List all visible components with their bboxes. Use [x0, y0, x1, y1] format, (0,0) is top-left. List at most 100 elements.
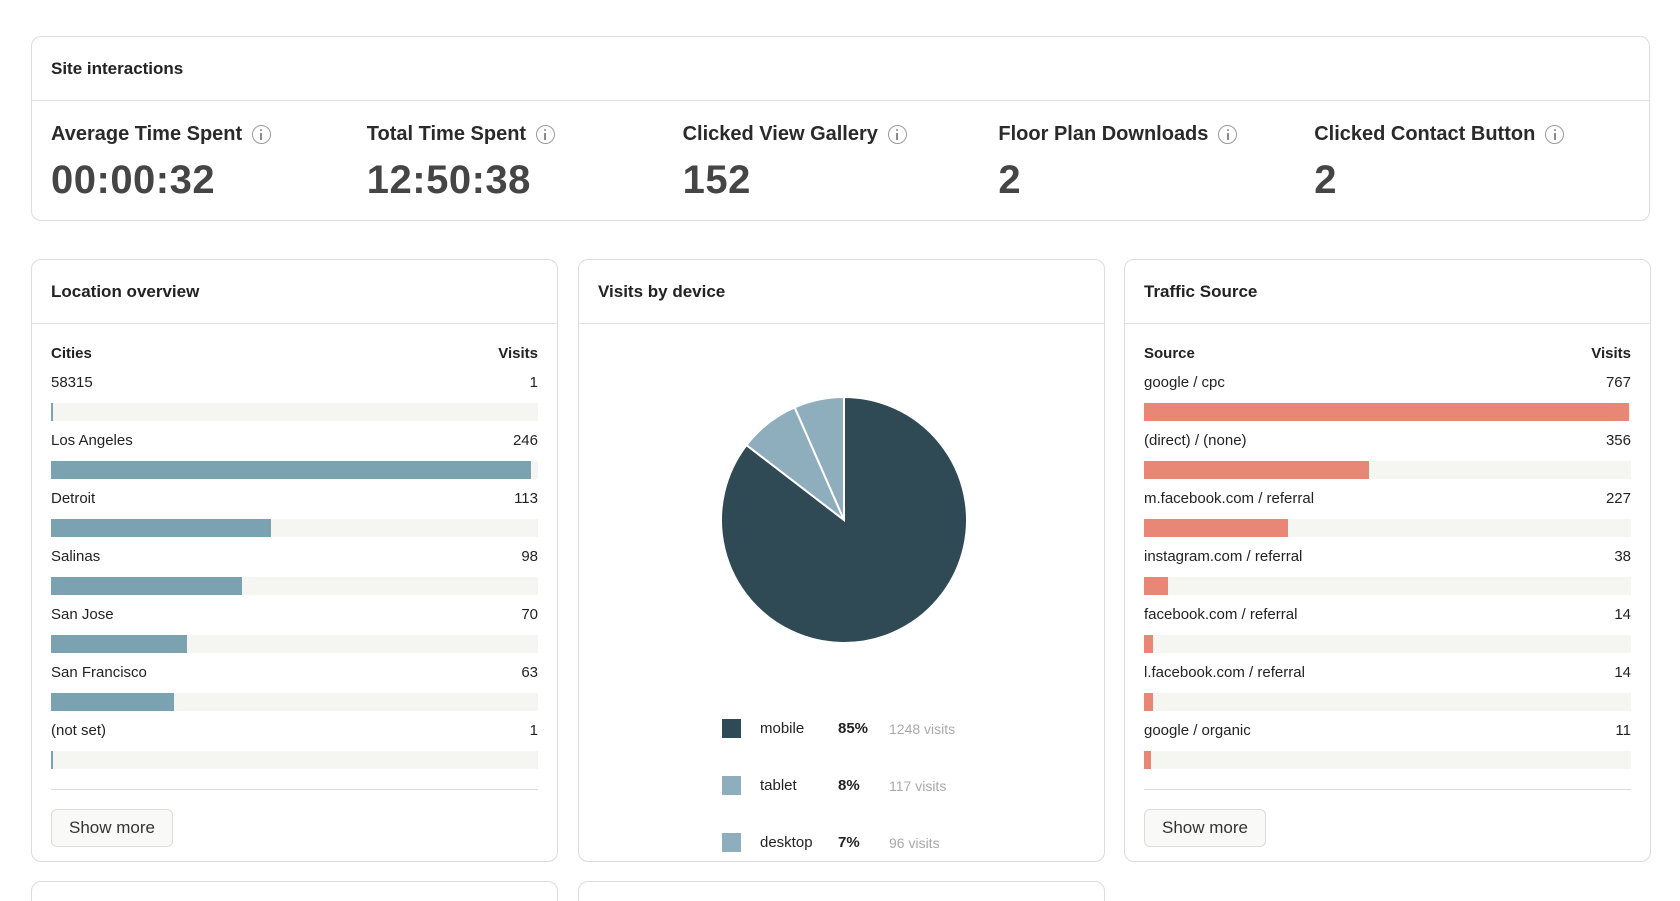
location-overview-card: Location overview Cities Visits 58315 1 Lo…: [31, 259, 558, 862]
city-bar-fill: [51, 693, 174, 711]
city-bar-fill: [51, 519, 272, 537]
traffic-list: Source Visits google / cpc 767 (direct) / …: [1125, 324, 1650, 769]
city-bar-fill: [51, 461, 531, 479]
city-name: San Jose: [51, 605, 114, 623]
city-bar-track: [51, 577, 538, 595]
source-visits: 767: [1605, 373, 1631, 391]
column-header-cities: Cities: [51, 344, 92, 362]
source-name: google / organic: [1144, 721, 1251, 739]
city-bar-fill: [51, 403, 53, 421]
source-name: (direct) / (none): [1144, 431, 1247, 449]
legend-name: desktop: [760, 834, 813, 851]
source-visits: 356: [1605, 431, 1631, 449]
legend-visits: 96 visits: [889, 834, 940, 851]
city-name: Detroit: [51, 489, 96, 507]
source-bar-fill: [1144, 577, 1169, 595]
source-bar-fill: [1144, 635, 1153, 653]
source-name: facebook.com / referral: [1144, 605, 1298, 623]
source-bar-track: [1144, 577, 1631, 595]
source-bar-track: [1144, 403, 1631, 421]
source-row: (direct) / (none) 356: [1144, 430, 1631, 479]
city-bar-fill: [51, 635, 188, 653]
city-row: (not set) 1: [51, 720, 538, 769]
source-bar-track: [1144, 693, 1631, 711]
source-row: google / cpc 767: [1144, 372, 1631, 421]
divider: [51, 789, 538, 790]
source-name: m.facebook.com / referral: [1144, 489, 1315, 507]
city-visits: 70: [521, 605, 538, 623]
city-name: Salinas: [51, 547, 101, 565]
device-pie-chart: [720, 395, 968, 644]
location-list: Cities Visits 58315 1 Los Angeles 246 Detroi…: [32, 324, 557, 769]
location-show-more-button[interactable]: Show more: [51, 809, 173, 847]
info-icon[interactable]: [887, 125, 907, 144]
metric-value: 12:50:38: [366, 158, 531, 202]
info-icon[interactable]: [536, 125, 556, 144]
source-bar-fill: [1144, 693, 1153, 711]
metric-value: 2: [998, 158, 1022, 202]
legend-percent: 85%: [838, 720, 869, 737]
source-name: l.facebook.com / referral: [1144, 663, 1305, 681]
metric-label: Average Time Spent: [51, 123, 243, 145]
info-icon[interactable]: [252, 125, 272, 144]
city-name: 58315: [51, 373, 93, 391]
traffic-list-header: Source Visits: [1144, 343, 1631, 363]
partial-card: [578, 881, 1105, 901]
source-bar-track: [1144, 519, 1631, 537]
city-row: 58315 1: [51, 372, 538, 421]
legend-percent: 8%: [838, 777, 860, 794]
legend-visits: 1248 visits: [889, 720, 956, 737]
metric-clicked-contact-button: Clicked Contact Button 2: [1314, 101, 1630, 203]
source-bar-fill: [1144, 461, 1370, 479]
city-row: Los Angeles 246: [51, 430, 538, 479]
column-header-source: Source: [1144, 344, 1195, 362]
city-row: San Francisco 63: [51, 662, 538, 711]
source-row: facebook.com / referral 14: [1144, 604, 1631, 653]
source-visits: 38: [1614, 547, 1631, 565]
source-row: instagram.com / referral 38: [1144, 546, 1631, 595]
city-name: San Francisco: [51, 663, 147, 681]
source-bar-fill: [1144, 519, 1288, 537]
legend-visits: 117 visits: [889, 777, 947, 794]
location-overview-title: Location overview: [32, 260, 557, 324]
city-visits: 1: [529, 373, 538, 391]
legend-name: mobile: [760, 720, 805, 737]
metric-label: Clicked View Gallery: [682, 123, 878, 145]
traffic-show-more-button[interactable]: Show more: [1144, 809, 1266, 847]
source-row: l.facebook.com / referral 14: [1144, 662, 1631, 711]
source-bar-track: [1144, 461, 1631, 479]
city-bar-fill: [51, 751, 53, 769]
source-visits: 14: [1614, 605, 1631, 623]
city-bar-track: [51, 693, 538, 711]
city-bar-track: [51, 461, 538, 479]
pie-slice-desktop[interactable]: [793, 395, 845, 521]
metric-total-time: Total Time Spent 12:50:38: [367, 101, 683, 203]
metric-value: 2: [1314, 158, 1337, 202]
info-icon[interactable]: [1545, 125, 1565, 144]
city-visits: 98: [521, 547, 538, 565]
city-bar-track: [51, 519, 538, 537]
location-list-header: Cities Visits: [51, 343, 538, 363]
source-visits: 227: [1605, 489, 1631, 507]
source-row: google / organic 11: [1144, 720, 1631, 769]
city-row: Salinas 98: [51, 546, 538, 595]
legend-name: tablet: [760, 777, 797, 794]
visits-by-device-title: Visits by device: [579, 260, 1104, 324]
city-bar-track: [51, 403, 538, 421]
city-visits: 246: [512, 431, 538, 449]
city-visits: 1: [529, 721, 538, 739]
column-header-visits: Visits: [1591, 344, 1631, 362]
source-row: m.facebook.com / referral 227: [1144, 488, 1631, 537]
source-bar-fill: [1144, 403, 1630, 421]
metric-value: 00:00:32: [51, 158, 216, 202]
metric-label: Total Time Spent: [366, 123, 527, 145]
divider: [1144, 789, 1631, 790]
metric-label: Floor Plan Downloads: [998, 123, 1209, 145]
legend-item-mobile: mobile 85% 1248 visits: [722, 700, 955, 757]
info-icon[interactable]: [1218, 125, 1238, 144]
legend-item-tablet: tablet 8% 117 visits: [722, 757, 955, 814]
source-name: instagram.com / referral: [1144, 547, 1303, 565]
city-row: Detroit 113: [51, 488, 538, 537]
legend-item-desktop: desktop 7% 96 visits: [722, 814, 955, 861]
city-name: Los Angeles: [51, 431, 133, 449]
